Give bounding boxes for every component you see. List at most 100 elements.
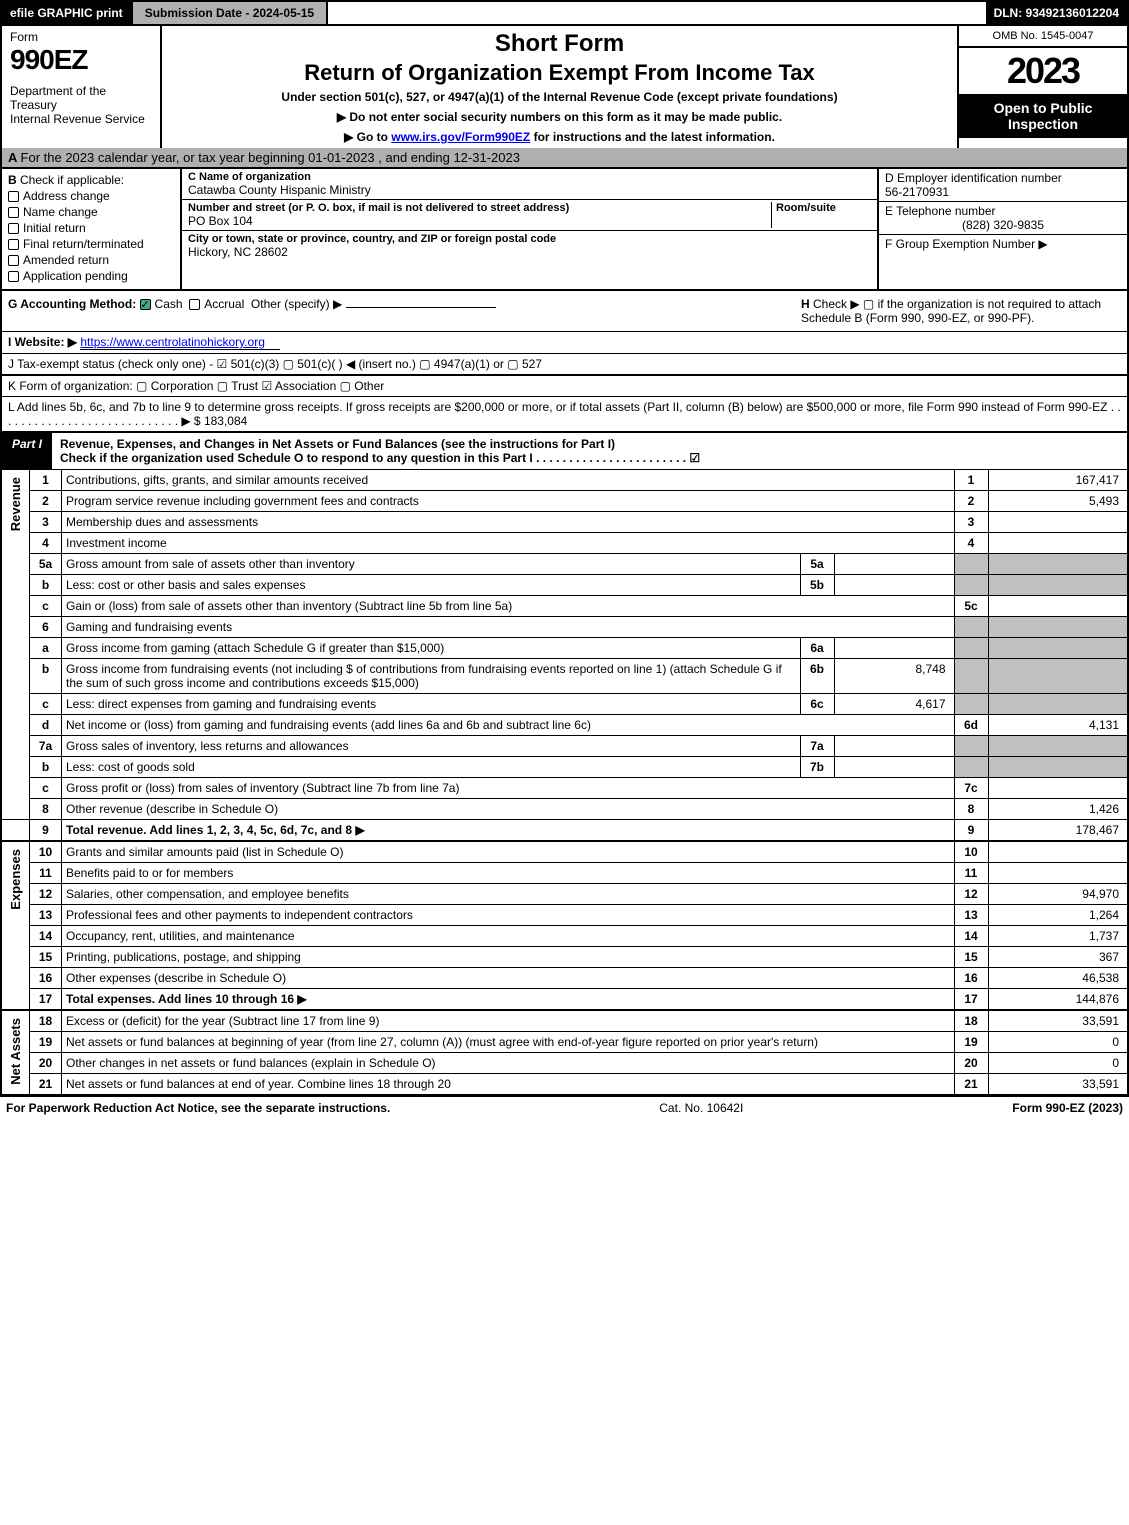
l1-no: 1 xyxy=(30,470,62,491)
chk-accrual[interactable] xyxy=(189,299,200,310)
l2-box: 2 xyxy=(954,491,988,512)
c-name-cell: C Name of organization Catawba County Hi… xyxy=(182,169,877,200)
l5a-sub: 5a xyxy=(800,554,834,575)
l6b-no: b xyxy=(30,659,62,694)
l8-txt: Other revenue (describe in Schedule O) xyxy=(62,799,955,820)
l11-box: 11 xyxy=(954,863,988,884)
chk-address-change[interactable]: Address change xyxy=(8,189,174,203)
bc-grid: B Check if applicable: Address change Na… xyxy=(0,169,1129,291)
l17-no: 17 xyxy=(30,989,62,1011)
e-phone-cell: E Telephone number (828) 320-9835 xyxy=(879,202,1127,235)
phone: (828) 320-9835 xyxy=(885,218,1121,232)
footer-left: For Paperwork Reduction Act Notice, see … xyxy=(6,1101,390,1115)
chk-final-return[interactable]: Final return/terminated xyxy=(8,237,174,251)
l6c-sub: 6c xyxy=(800,694,834,715)
l6-no: 6 xyxy=(30,617,62,638)
website-link[interactable]: https://www.centrolatinohickory.org xyxy=(80,335,280,350)
form-header: Form 990EZ Department of the Treasury In… xyxy=(0,26,1129,148)
l6-graybox xyxy=(954,617,988,638)
amend-label: Amended return xyxy=(23,253,109,267)
l13-no: 13 xyxy=(30,905,62,926)
l21-no: 21 xyxy=(30,1074,62,1096)
l17-amt: 144,876 xyxy=(988,989,1128,1011)
l3-box: 3 xyxy=(954,512,988,533)
form-label: Form xyxy=(10,30,152,44)
l14-txt: Occupancy, rent, utilities, and maintena… xyxy=(62,926,955,947)
header-left: Form 990EZ Department of the Treasury In… xyxy=(2,26,162,148)
l4-box: 4 xyxy=(954,533,988,554)
l10-txt: Grants and similar amounts paid (list in… xyxy=(62,841,955,863)
l14-box: 14 xyxy=(954,926,988,947)
l10-box: 10 xyxy=(954,841,988,863)
l17-txt-cell: Total expenses. Add lines 10 through 16 … xyxy=(62,989,955,1011)
l2-txt: Program service revenue including govern… xyxy=(62,491,955,512)
l4-txt: Investment income xyxy=(62,533,955,554)
l7a-sub: 7a xyxy=(800,736,834,757)
tax-year: 2023 xyxy=(959,48,1127,94)
l16-amt: 46,538 xyxy=(988,968,1128,989)
l7a-txt: Gross sales of inventory, less returns a… xyxy=(62,736,801,757)
l19-no: 19 xyxy=(30,1032,62,1053)
l7c-no: c xyxy=(30,778,62,799)
l1-amt: 167,417 xyxy=(988,470,1128,491)
l7b-txt: Less: cost of goods sold xyxy=(62,757,801,778)
chk-initial-return[interactable]: Initial return xyxy=(8,221,174,235)
l20-txt: Other changes in net assets or fund bala… xyxy=(62,1053,955,1074)
l8-amt: 1,426 xyxy=(988,799,1128,820)
l18-no: 18 xyxy=(30,1010,62,1032)
org-street: PO Box 104 xyxy=(188,214,771,228)
l2-amt: 5,493 xyxy=(988,491,1128,512)
l14-amt: 1,737 xyxy=(988,926,1128,947)
l5a-grayamt xyxy=(988,554,1128,575)
l15-no: 15 xyxy=(30,947,62,968)
l7a-grayamt xyxy=(988,736,1128,757)
chk-cash[interactable] xyxy=(140,299,151,310)
l5a-subamt xyxy=(834,554,954,575)
short-form-title: Short Form xyxy=(170,30,949,58)
l5a-txt: Gross amount from sale of assets other t… xyxy=(62,554,801,575)
l6d-box: 6d xyxy=(954,715,988,736)
l1-box: 1 xyxy=(954,470,988,491)
e-lbl: E Telephone number xyxy=(885,204,1121,218)
l5c-no: c xyxy=(30,596,62,617)
sub3-pre: ▶ Go to xyxy=(344,130,391,144)
l21-box: 21 xyxy=(954,1074,988,1096)
c-name-lbl: C Name of organization xyxy=(188,171,871,183)
l6-txt: Gaming and fundraising events xyxy=(62,617,955,638)
l20-no: 20 xyxy=(30,1053,62,1074)
efile-label[interactable]: efile GRAPHIC print xyxy=(2,2,131,24)
l7c-txt: Gross profit or (loss) from sales of inv… xyxy=(62,778,955,799)
l2-no: 2 xyxy=(30,491,62,512)
l9-txt-cell: Total revenue. Add lines 1, 2, 3, 4, 5c,… xyxy=(62,820,955,842)
name-label: Name change xyxy=(23,205,98,219)
l3-amt xyxy=(988,512,1128,533)
col-b: B Check if applicable: Address change Na… xyxy=(2,169,182,289)
l5a-no: 5a xyxy=(30,554,62,575)
subtitle-1: Under section 501(c), 527, or 4947(a)(1)… xyxy=(170,90,949,104)
l14-no: 14 xyxy=(30,926,62,947)
part1-tag: Part I xyxy=(2,433,52,469)
l5b-no: b xyxy=(30,575,62,596)
l10-amt xyxy=(988,841,1128,863)
l6a-subamt xyxy=(834,638,954,659)
l13-amt: 1,264 xyxy=(988,905,1128,926)
chk-amended-return[interactable]: Amended return xyxy=(8,253,174,267)
row-a-text: For the 2023 calendar year, or tax year … xyxy=(21,150,520,165)
sub3-post: for instructions and the latest informat… xyxy=(530,130,775,144)
col-c: C Name of organization Catawba County Hi… xyxy=(182,169,877,289)
b-hdr-text: Check if applicable: xyxy=(20,173,124,187)
c-city-cell: City or town, state or province, country… xyxy=(182,231,877,261)
l6a-no: a xyxy=(30,638,62,659)
l3-no: 3 xyxy=(30,512,62,533)
chk-application-pending[interactable]: Application pending xyxy=(8,269,174,283)
l7a-graybox xyxy=(954,736,988,757)
irs-link[interactable]: www.irs.gov/Form990EZ xyxy=(391,130,530,144)
part1-table: Revenue 1 Contributions, gifts, grants, … xyxy=(0,470,1129,1096)
l6b-txt: Gross income from fundraising events (no… xyxy=(62,659,801,694)
l21-txt: Net assets or fund balances at end of ye… xyxy=(62,1074,955,1096)
c-street-cell: Number and street (or P. O. box, if mail… xyxy=(182,200,877,231)
footer-mid: Cat. No. 10642I xyxy=(390,1101,1012,1115)
chk-name-change[interactable]: Name change xyxy=(8,205,174,219)
l7c-box: 7c xyxy=(954,778,988,799)
l6a-txt: Gross income from gaming (attach Schedul… xyxy=(62,638,801,659)
